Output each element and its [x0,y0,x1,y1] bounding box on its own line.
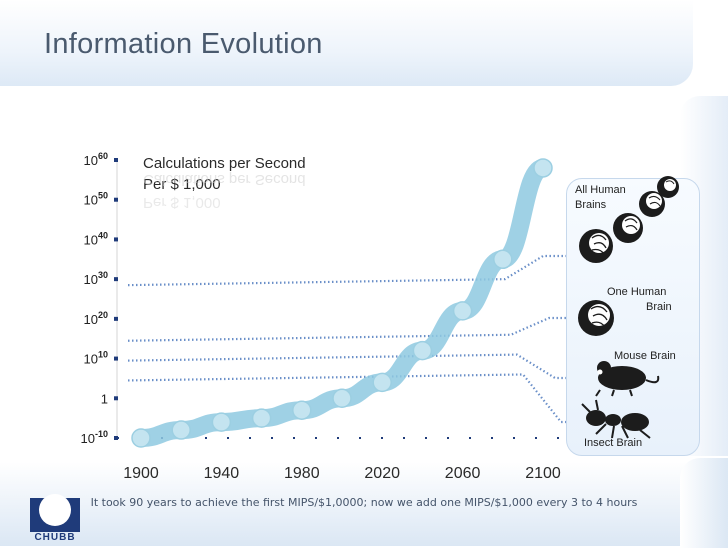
y-tick-label: 10-10 [81,429,108,446]
label-all-human-brains-2: Brains [575,199,607,211]
chart-title-line1: Calculations per Second [143,155,306,172]
one-human-brain-icon [578,300,614,336]
label-all-human-brains-1: All Human [575,184,626,196]
y-tick-label: 1030 [84,270,108,287]
label-one-human-brain-1: One Human [607,286,666,298]
mouse-icon [595,361,660,397]
all-human-brains-icon [579,176,679,263]
data-point [372,372,392,393]
y-tick-label: 1010 [84,350,108,367]
logo-circle [39,494,71,526]
chart-title-reflection: Calculations per Second [143,171,306,188]
data-point [412,340,433,361]
chart: 1060 1050 1040 1030 1020 1010 1 10-10 1900 1940 1… [81,151,679,482]
y-tick-mark [114,396,118,401]
page-title: Information Evolution [44,28,323,60]
y-tick-label: 1 [101,391,108,406]
label-insect-brain: Insect Brain [584,437,642,449]
reference-line [127,254,566,287]
title-band [0,0,693,86]
footer-caption: It took 90 years to achieve the first MI… [90,496,638,509]
x-tick-label: 1980 [284,465,320,482]
insect-icon [581,399,651,439]
logo-text: CHUBB [34,532,76,543]
y-tick-label: 1060 [84,151,108,168]
bottom-right-decoration [680,458,728,548]
y-tick-mark [114,237,118,242]
x-tick-label: 2100 [525,465,561,482]
y-tick-mark [114,158,118,162]
data-point [211,412,232,432]
x-tick-label: 2020 [364,465,400,482]
y-tick-mark [114,316,118,321]
reference-line [127,373,566,424]
data-point [292,400,312,420]
chart-title-reflection2: Per $ 1,000 [143,194,221,211]
x-tick-label: 2060 [445,465,481,482]
data-point [131,428,151,448]
y-tick-label: 1050 [84,191,108,208]
data-point [533,158,553,178]
chart-title-line2: Per $ 1,000 [143,176,221,193]
label-one-human-brain-2: Brain [646,301,672,313]
y-tick-label: 1040 [84,230,108,247]
bottom-band [0,462,728,546]
reference-line [127,316,566,342]
chubb-logo: CHUBB [30,494,80,546]
data-point [251,408,272,428]
y-tick-mark [114,277,118,282]
y-tick-mark [114,356,118,361]
x-tick-label: 1900 [123,465,159,482]
y-tick-label: 1020 [84,310,108,327]
data-point [332,388,352,409]
data-point [493,249,513,270]
data-point [171,420,191,440]
data-point [452,301,473,321]
label-mouse-brain: Mouse Brain [614,350,676,362]
y-tick-mark [114,197,118,202]
y-tick-mark [114,436,118,440]
x-tick-label: 1940 [204,465,240,482]
